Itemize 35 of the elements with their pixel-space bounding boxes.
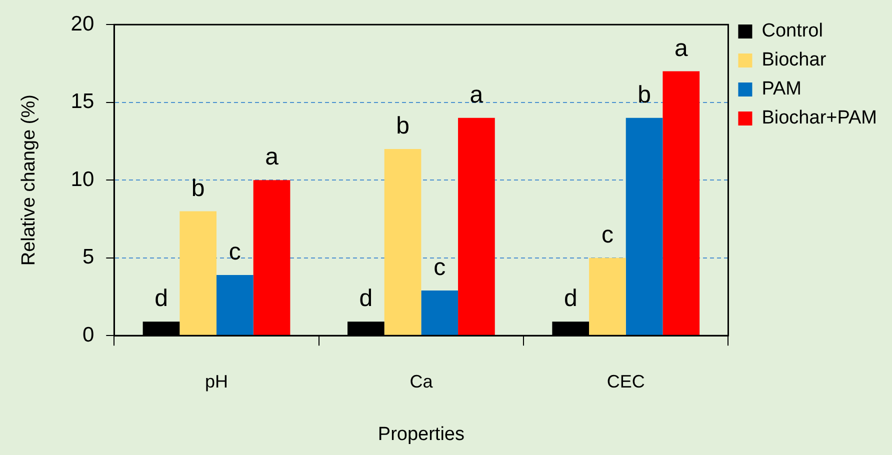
data-label: c [434, 254, 446, 282]
y-tick-label: 15 [70, 90, 94, 114]
y-tick-label: 10 [70, 168, 94, 191]
x-tick-label: pH [204, 371, 228, 392]
data-label: a [674, 34, 688, 62]
bar [253, 180, 290, 336]
data-label: b [638, 82, 651, 109]
data-label: a [470, 82, 484, 109]
x-axis-title: Properties [378, 424, 464, 445]
bar [626, 118, 663, 336]
bar [458, 118, 495, 336]
bar [180, 211, 216, 336]
y-axis-title: Relative change (%) [18, 94, 40, 266]
data-label: d [359, 285, 373, 312]
data-label: c [228, 238, 241, 266]
data-label: c [601, 221, 614, 248]
data-label: a [265, 144, 280, 171]
y-tick-label: 5 [82, 246, 94, 269]
legend-label: PAM [762, 78, 802, 100]
bar [384, 149, 422, 336]
y-tick-label: 0 [82, 323, 94, 346]
x-tick-label: Ca [410, 371, 434, 392]
bar [216, 274, 254, 336]
legend-label: Control [762, 20, 823, 42]
legend-label: Biochar+PAM [762, 108, 877, 129]
bar [589, 258, 626, 336]
bar [421, 290, 458, 336]
x-tick-label: CEC [606, 371, 645, 392]
bar [662, 71, 700, 336]
legend-label: Biochar [762, 50, 827, 71]
data-label: b [396, 112, 410, 140]
data-label: b [191, 174, 205, 202]
y-tick-label: 20 [70, 12, 94, 36]
data-label: d [564, 285, 578, 312]
data-label: d [154, 285, 168, 312]
